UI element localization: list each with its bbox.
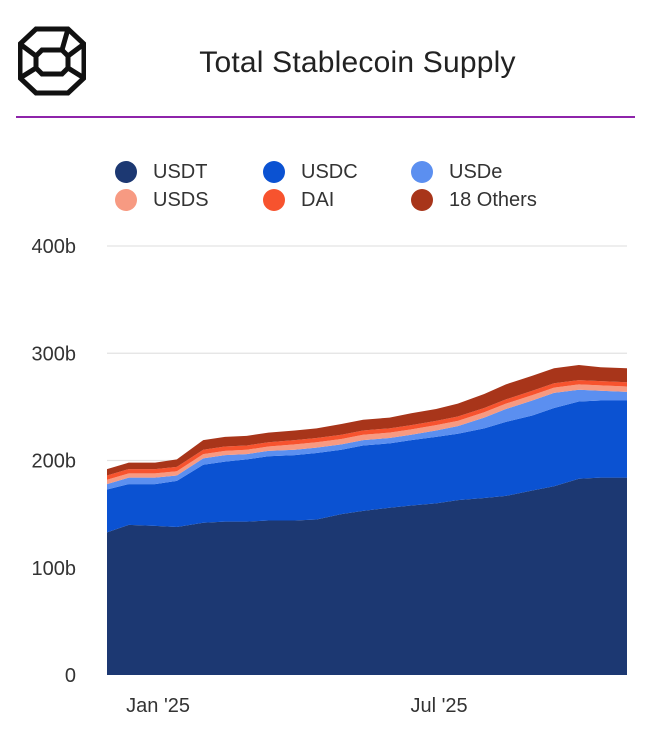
legend-swatch <box>411 161 433 183</box>
area-series-18-others[interactable] <box>107 365 627 476</box>
area-series-usds[interactable] <box>107 384 627 485</box>
legend-item-18-others[interactable]: 18 Others <box>411 186 537 214</box>
legend-item-usde[interactable]: USDe <box>411 158 502 186</box>
legend-item-usdt[interactable]: USDT <box>115 158 207 186</box>
legend-swatch <box>115 161 137 183</box>
legend-item-usdc[interactable]: USDC <box>263 158 358 186</box>
legend-swatch <box>411 189 433 211</box>
area-series-dai[interactable] <box>107 380 627 480</box>
legend-swatch <box>115 189 137 211</box>
area-series-usdc[interactable] <box>107 400 627 533</box>
legend-label: 18 Others <box>449 188 537 211</box>
legend-label: USDC <box>301 160 358 183</box>
legend-swatch <box>263 189 285 211</box>
area-series-usdt[interactable] <box>107 477 627 675</box>
legend-item-dai[interactable]: DAI <box>263 186 334 214</box>
legend-label: USDT <box>153 160 208 183</box>
axes: 0 100b 200b 300b 400b Jan '25 Jul '25 <box>32 236 468 717</box>
legend-label: USDS <box>153 188 209 211</box>
chart-title: Total Stablecoin Supply <box>199 46 516 79</box>
y-tick-label: 300b <box>32 343 77 365</box>
y-tick-label: 0 <box>65 665 76 687</box>
y-tick-label: 200b <box>32 451 77 473</box>
x-tick-label: Jul '25 <box>410 695 467 717</box>
series-areas <box>107 365 627 675</box>
legend-label: DAI <box>301 188 335 211</box>
legend-label: USDe <box>449 160 503 183</box>
cube-logo-icon <box>17 26 87 96</box>
y-tick-label: 400b <box>32 236 77 258</box>
area-series-usde[interactable] <box>107 389 627 490</box>
title-divider <box>16 116 635 118</box>
legend-swatch <box>263 161 285 183</box>
x-tick-label: Jan '25 <box>126 695 190 717</box>
legend-item-usds[interactable]: USDS <box>115 186 209 214</box>
y-tick-label: 100b <box>32 558 77 580</box>
brand-logo <box>17 26 87 96</box>
